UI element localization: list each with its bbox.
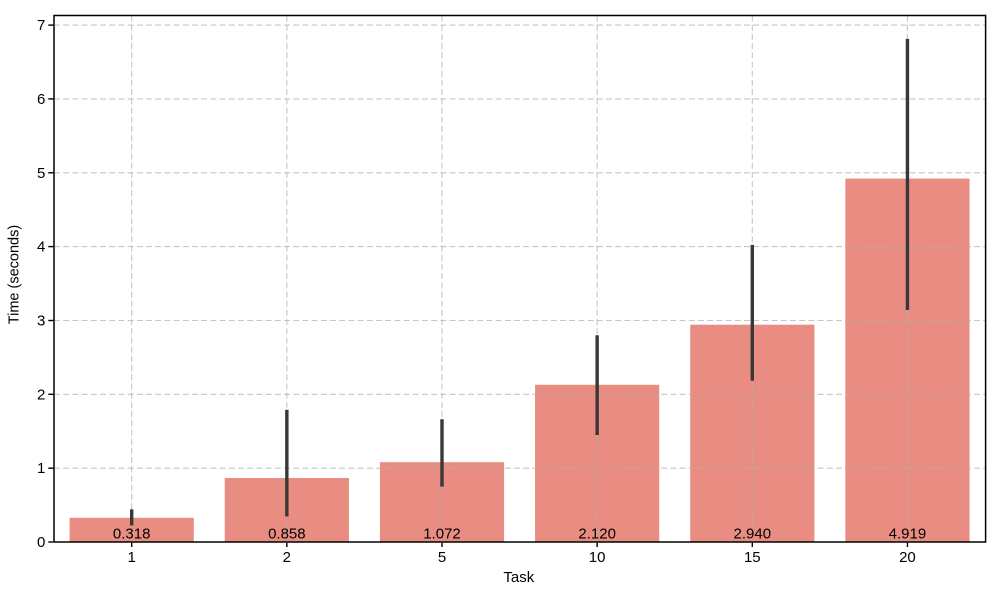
svg-text:Time (seconds): Time (seconds): [7, 225, 23, 324]
svg-text:2: 2: [283, 549, 291, 566]
svg-text:20: 20: [899, 549, 916, 566]
svg-text:5: 5: [438, 549, 446, 566]
svg-text:4.919: 4.919: [889, 526, 927, 543]
svg-text:6: 6: [37, 91, 45, 108]
svg-text:3: 3: [37, 313, 45, 330]
svg-text:1: 1: [37, 460, 45, 477]
svg-text:10: 10: [589, 549, 606, 566]
svg-text:0.318: 0.318: [113, 526, 151, 543]
svg-text:0: 0: [37, 534, 45, 551]
svg-text:Task: Task: [503, 569, 534, 586]
svg-text:2.120: 2.120: [578, 526, 616, 543]
svg-text:4: 4: [37, 239, 45, 256]
svg-text:15: 15: [744, 549, 761, 566]
svg-text:1: 1: [128, 549, 136, 566]
svg-text:2: 2: [37, 386, 45, 403]
svg-text:2.940: 2.940: [734, 526, 772, 543]
svg-text:1.072: 1.072: [423, 526, 461, 543]
svg-text:7: 7: [37, 17, 45, 34]
svg-text:0.858: 0.858: [268, 526, 306, 543]
svg-text:5: 5: [37, 165, 45, 182]
